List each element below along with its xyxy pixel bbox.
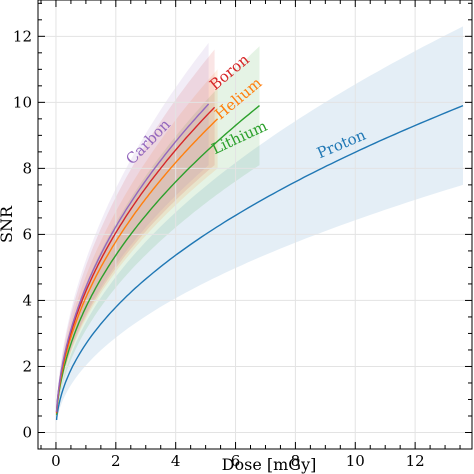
y-tick-label: 6 [22, 225, 32, 243]
x-tick-label: 2 [111, 452, 121, 470]
line-carbon [55, 103, 210, 412]
x-axis-label: Dose [mGy] [222, 455, 317, 474]
x-tick-label: 10 [346, 452, 365, 470]
y-axis-label: SNR [0, 205, 16, 243]
line-proton [55, 104, 464, 421]
band-proton [56, 26, 463, 424]
series-lines [55, 103, 464, 421]
plot-frame [37, 0, 473, 450]
x-tick-label: 8 [291, 452, 301, 470]
y-tick-label: 2 [22, 357, 32, 375]
axis-ticks [38, 0, 472, 450]
x-tick-label: 6 [231, 452, 241, 470]
y-tick-label: 10 [13, 93, 32, 111]
grid-lines [38, 0, 472, 449]
x-tick-label: 4 [171, 452, 181, 470]
y-tick-label: 4 [22, 291, 32, 309]
band-helium [56, 69, 218, 417]
band-lithium [56, 46, 260, 418]
line-lithium [55, 105, 260, 415]
y-tick-label: 0 [22, 423, 32, 441]
y-tick-label: 12 [13, 27, 32, 45]
x-tick-label: 0 [51, 452, 61, 470]
line-helium [55, 118, 219, 414]
band-carbon [56, 42, 209, 416]
tick-labels: 0 2 4 6 8 10 12 0 2 4 6 8 10 12 [13, 27, 425, 470]
x-tick-label: 12 [406, 452, 425, 470]
y-tick-label: 8 [22, 159, 32, 177]
